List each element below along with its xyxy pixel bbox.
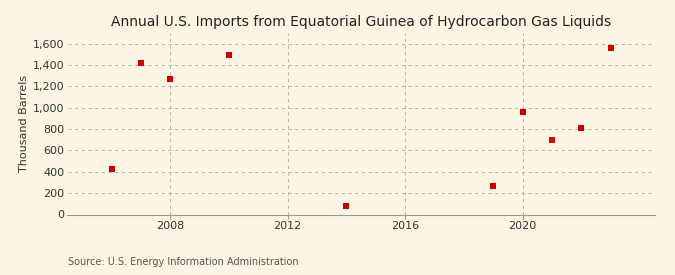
Point [136,61,146,65]
Title: Annual U.S. Imports from Equatorial Guinea of Hydrocarbon Gas Liquids: Annual U.S. Imports from Equatorial Guin… [111,15,611,29]
Point [165,77,176,81]
Point [106,166,117,171]
Point [605,46,616,50]
Point [488,184,499,188]
Point [517,110,528,114]
Point [223,53,234,58]
Point [341,204,352,209]
Point [547,138,558,142]
Y-axis label: Thousand Barrels: Thousand Barrels [19,75,29,172]
Point [576,126,587,130]
Text: Source: U.S. Energy Information Administration: Source: U.S. Energy Information Administ… [68,257,298,267]
